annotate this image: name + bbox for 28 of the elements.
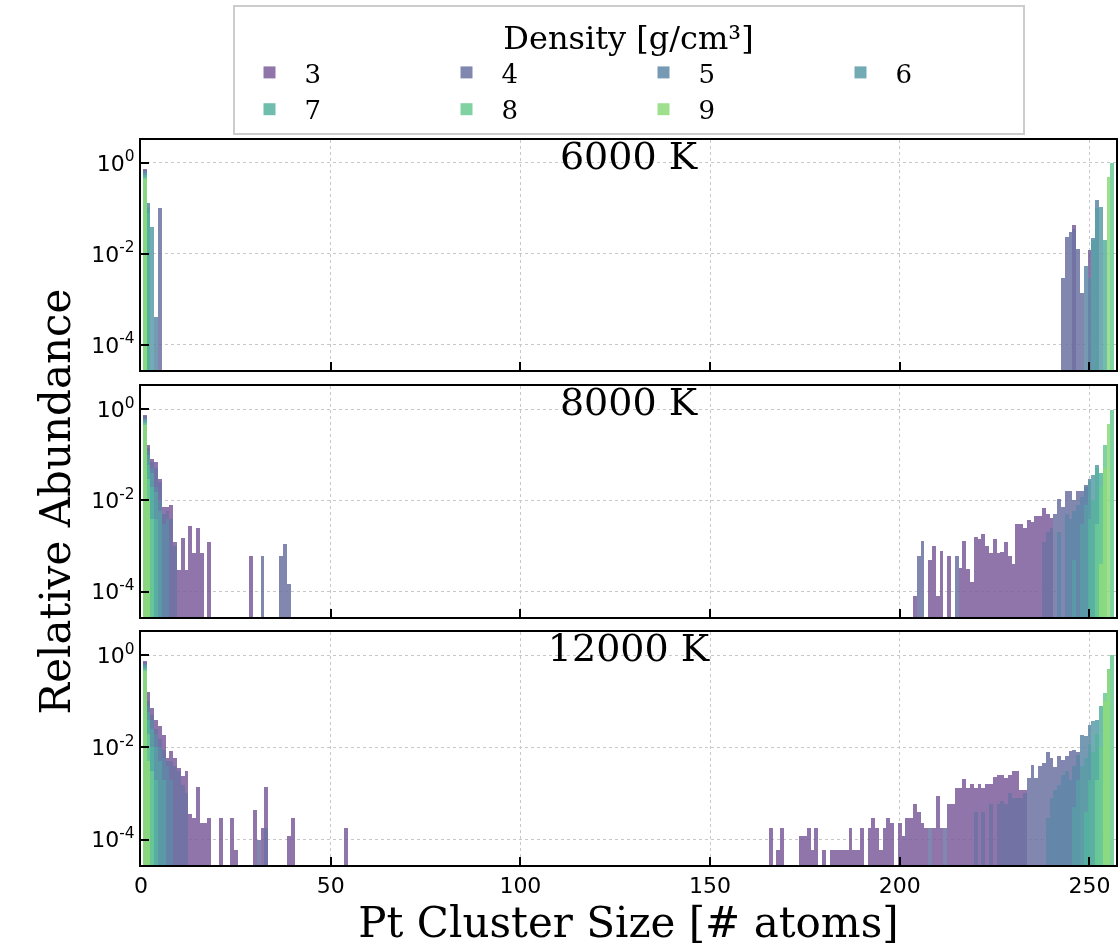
chart-title: 12000 K bbox=[547, 625, 710, 670]
y-tick-label: 10$^{0}$ bbox=[96, 393, 135, 422]
legend-label: 6 bbox=[895, 58, 913, 89]
y-tick-label: 10$^{0}$ bbox=[96, 639, 135, 668]
x-tick-label: 250 bbox=[1068, 873, 1111, 899]
y-tick-label: 10$^{-2}$ bbox=[91, 238, 135, 267]
y-axis-title: Relative Abundance bbox=[30, 288, 80, 715]
x-tick-label: 50 bbox=[316, 873, 345, 899]
x-tick-label: 150 bbox=[689, 873, 732, 899]
legend-label: 4 bbox=[501, 58, 519, 89]
y-tick-label: 10$^{-4}$ bbox=[91, 329, 135, 358]
chart-title: 8000 K bbox=[559, 379, 698, 424]
y-tick-label: 10$^{-4}$ bbox=[91, 823, 135, 853]
legend-label: 7 bbox=[304, 95, 322, 126]
y-tick-label: 10$^{-2}$ bbox=[91, 731, 135, 761]
legend-label: 5 bbox=[698, 58, 716, 89]
y-tick-label: 10$^{-4}$ bbox=[91, 576, 135, 605]
x-tick-label: 100 bbox=[499, 873, 542, 899]
x-axis-title: Pt Cluster Size [# atoms] bbox=[358, 898, 899, 948]
x-tick-label: 0 bbox=[134, 873, 148, 899]
x-tick-label: 200 bbox=[878, 873, 921, 899]
legend-label: 3 bbox=[304, 58, 322, 89]
legend-title: Density [g/cm³] bbox=[503, 19, 754, 57]
y-tick-label: 10$^{0}$ bbox=[96, 147, 135, 176]
chart-title: 6000 K bbox=[559, 133, 698, 178]
legend-label: 9 bbox=[698, 95, 716, 126]
legend-label: 8 bbox=[501, 95, 519, 126]
y-tick-label: 10$^{-2}$ bbox=[91, 484, 135, 514]
